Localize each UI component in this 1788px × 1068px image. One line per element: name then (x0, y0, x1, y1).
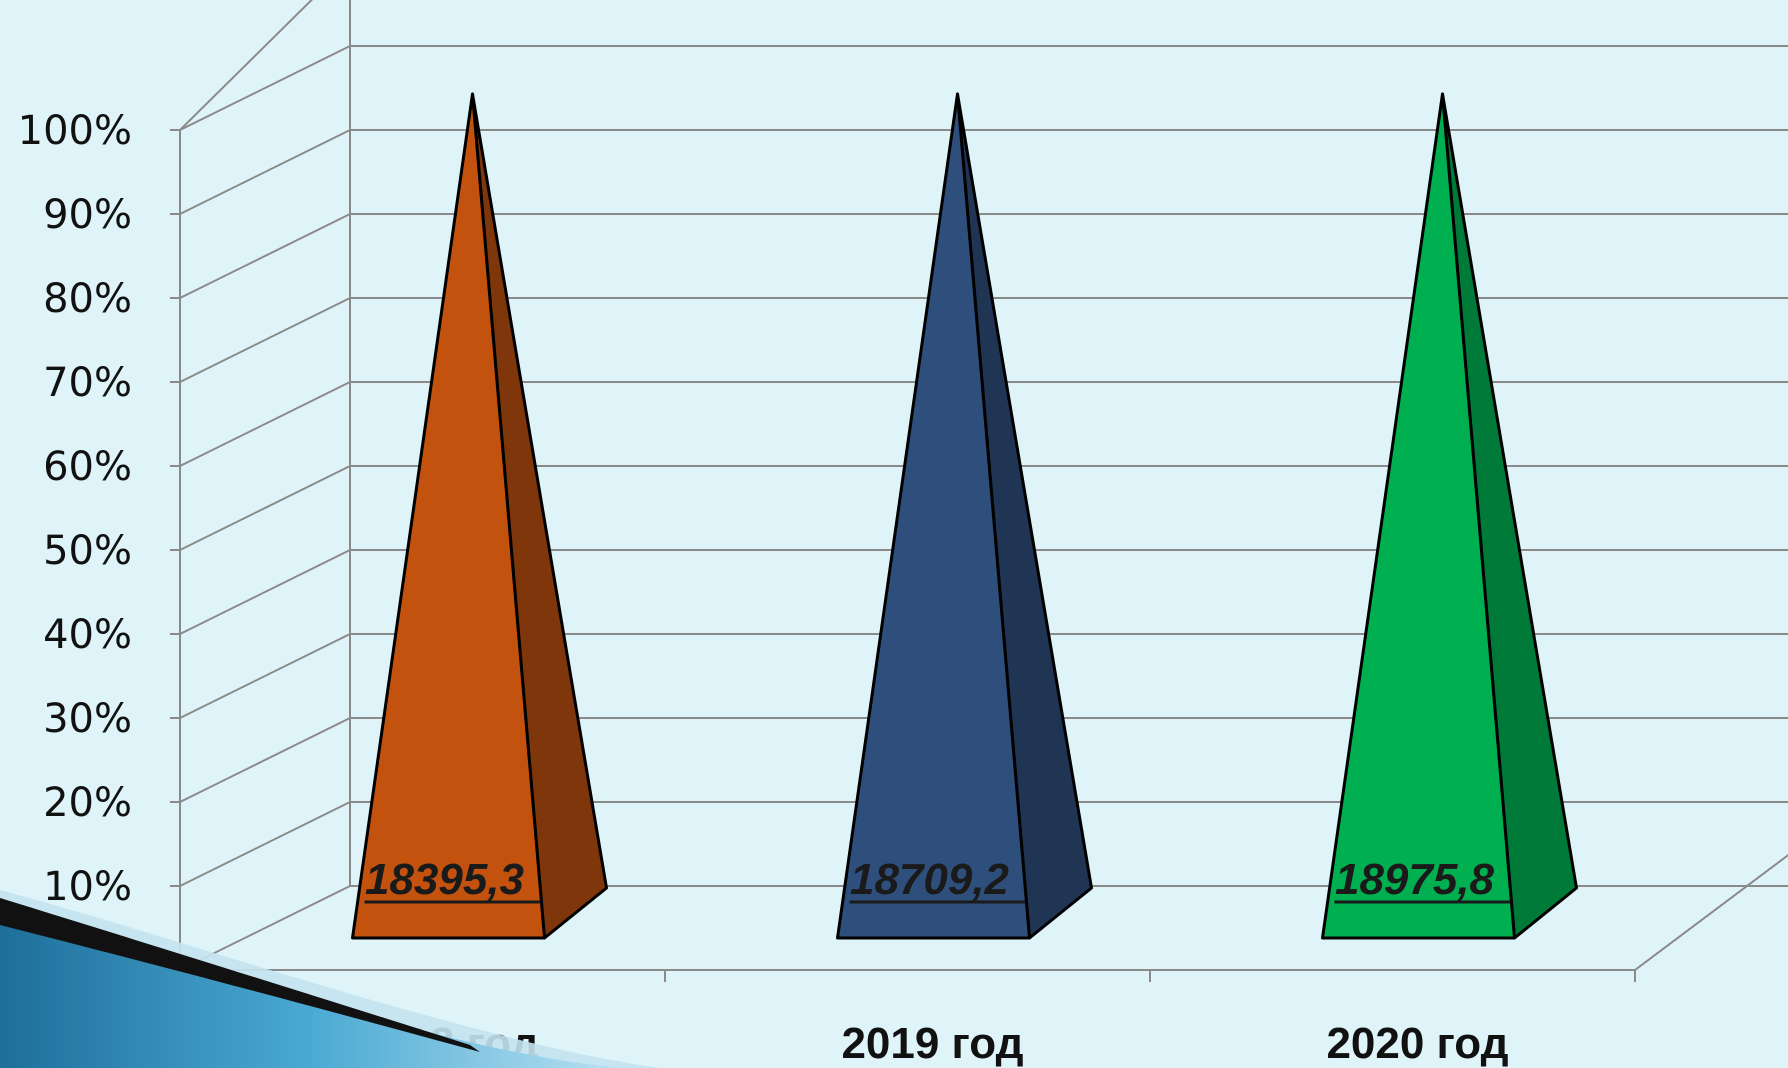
y-tick-label: 60% (43, 444, 132, 490)
side-gridline (179, 633, 351, 719)
pyramid-1 (351, 92, 546, 940)
pyramid-3 (1321, 92, 1516, 940)
wall-top-diagonal (179, 0, 313, 131)
y-tick-label: 30% (43, 696, 132, 742)
y-tick-label: 90% (43, 192, 132, 238)
side-gridline (179, 129, 351, 215)
side-gridline (179, 45, 351, 131)
y-tick-label: 20% (43, 780, 132, 826)
swoosh-dark (0, 898, 480, 1052)
side-gridline (179, 717, 351, 803)
side-gridline (179, 465, 351, 551)
side-gridline (179, 549, 351, 635)
data-label-1: 18395,3 (365, 855, 524, 904)
y-tick-label: 100% (18, 108, 132, 154)
side-gridline (179, 801, 351, 887)
y-tick-label: 80% (43, 276, 132, 322)
side-gridline (179, 213, 351, 299)
floor-right-edge (1634, 854, 1788, 971)
y-tick-label: 10% (43, 864, 132, 910)
y-tick-label: 40% (43, 612, 132, 658)
side-gridline (179, 297, 351, 383)
y-tick-label: 70% (43, 360, 132, 406)
swoosh-band (0, 900, 620, 1068)
data-label-2: 18709,2 (850, 855, 1010, 904)
y-tick-label: 50% (43, 528, 132, 574)
category-label-3: 2020 год (1326, 1019, 1508, 1068)
category-label-2: 2019 год (841, 1019, 1023, 1068)
pyramid-2 (836, 92, 1031, 940)
side-gridline (179, 381, 351, 467)
data-label-3: 18975,8 (1335, 855, 1495, 904)
